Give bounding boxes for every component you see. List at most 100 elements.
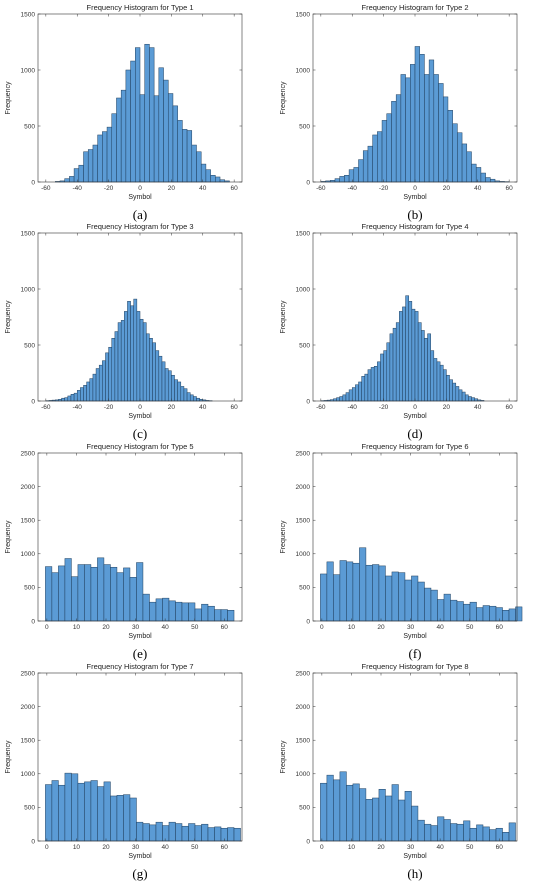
y-tick-label: 1000 [296, 286, 311, 293]
histogram-bar [408, 301, 413, 402]
histogram-bar [103, 564, 111, 622]
histogram-bar [502, 832, 510, 842]
y-tick-label: 1500 [21, 11, 36, 18]
histogram-bar [194, 825, 202, 842]
x-tick-label: 40 [437, 624, 445, 631]
y-axis-label: Frequency [5, 81, 12, 115]
histogram-bar [167, 93, 174, 183]
histogram-bar [71, 576, 79, 622]
x-tick-label: -60 [316, 185, 326, 192]
x-axis-label: Symbol [403, 853, 427, 860]
histogram-bar [436, 361, 441, 402]
histogram-bar [326, 561, 334, 622]
histogram-bar [515, 606, 523, 622]
histogram-bar [89, 378, 94, 402]
histogram-bar [399, 311, 403, 402]
histogram-bar [70, 394, 75, 402]
histogram-bar [398, 799, 406, 842]
histogram-bar [364, 373, 369, 402]
histogram-panel-1: Frequency Histogram for Type 1 -60 -40 -20 0… [5, 3, 243, 222]
histogram-bar [58, 565, 66, 622]
y-axis-label: Frequency [280, 81, 287, 115]
histogram-bar [346, 784, 354, 842]
histogram-bar [402, 306, 406, 402]
histogram-bar [161, 361, 166, 402]
y-tick-label: 2000 [296, 484, 311, 491]
histogram-bar [333, 574, 341, 622]
panel-caption: (a) [133, 207, 147, 222]
histogram-bar [127, 301, 131, 402]
histogram-bar [339, 560, 347, 622]
histogram-bar [468, 396, 472, 402]
histogram-bar [149, 338, 153, 402]
histogram-bar [367, 145, 373, 183]
histogram-bar [489, 829, 497, 842]
histogram-bar [446, 374, 450, 402]
x-tick-label: 30 [132, 624, 140, 631]
histogram-bar [508, 608, 516, 622]
x-axis-label: Symbol [128, 633, 152, 640]
chart-title: Frequency Histogram for Type 5 [87, 442, 194, 451]
histogram-bar [421, 330, 425, 402]
histogram-bar [123, 794, 131, 842]
x-tick-label: 40 [199, 404, 207, 411]
x-tick-label: 50 [466, 624, 474, 631]
x-tick-label: 40 [162, 624, 170, 631]
histogram-bar [352, 562, 360, 622]
histogram-bar [111, 338, 116, 402]
histogram-bar [502, 609, 510, 622]
x-tick-label: -60 [316, 404, 326, 411]
histogram-bar [149, 47, 155, 183]
x-axis-label: Symbol [128, 194, 152, 201]
histogram-bar [155, 350, 160, 402]
histogram-bar [437, 599, 445, 622]
x-axis-label: Symbol [128, 413, 152, 420]
histogram-bar [383, 350, 388, 402]
histogram-bar [78, 164, 84, 183]
x-tick-label: 20 [443, 185, 451, 192]
x-tick-label: 10 [73, 844, 81, 851]
x-tick-label: 40 [437, 844, 445, 851]
histogram-bar [339, 771, 347, 842]
histogram-bar [92, 144, 98, 183]
histogram-bar [123, 567, 131, 622]
histogram-bar [395, 94, 402, 183]
y-tick-label: 1000 [21, 286, 36, 293]
histogram-bar [219, 179, 225, 183]
histogram-bar [215, 176, 221, 183]
histogram-bar [339, 396, 344, 402]
histogram-bar [405, 295, 409, 402]
y-tick-label: 500 [24, 585, 35, 592]
histogram-bar [365, 799, 373, 842]
y-tick-label: 1000 [21, 67, 36, 74]
x-tick-label: 50 [466, 844, 474, 851]
histogram-panel-7: Frequency Histogram for Type 7 0 10 20 30 40 5… [5, 662, 243, 881]
histogram-bar [194, 608, 202, 622]
histogram-bar [205, 169, 211, 183]
histogram-bar [424, 587, 432, 622]
histogram-bar [149, 824, 157, 842]
y-tick-label: 500 [24, 805, 35, 812]
histogram-bar [129, 577, 137, 622]
histogram-bar [458, 389, 463, 402]
y-tick-label: 1000 [21, 771, 36, 778]
histogram-bar [417, 819, 425, 842]
histogram-bar [111, 113, 117, 183]
y-axis-label: Frequency [280, 300, 287, 334]
histogram-bar [326, 774, 334, 842]
histogram-bar [389, 333, 394, 402]
x-tick-label: 0 [45, 844, 49, 851]
histogram-bar [64, 397, 69, 402]
histogram-bar [391, 571, 399, 622]
y-axis-label: Frequency [5, 300, 12, 334]
histogram-panel-4: Frequency Histogram for Type 4 -60 -40 -20 0… [280, 222, 518, 441]
x-tick-label: 50 [191, 624, 199, 631]
y-tick-label: 2500 [21, 450, 36, 457]
histogram-bar [373, 366, 378, 402]
histogram-bar [168, 600, 176, 622]
plot-frame [312, 672, 518, 842]
histogram-bar [385, 795, 393, 842]
histogram-bar [411, 308, 416, 402]
chart-title: Frequency Histogram for Type 1 [87, 3, 194, 12]
x-tick-label: -60 [41, 185, 51, 192]
